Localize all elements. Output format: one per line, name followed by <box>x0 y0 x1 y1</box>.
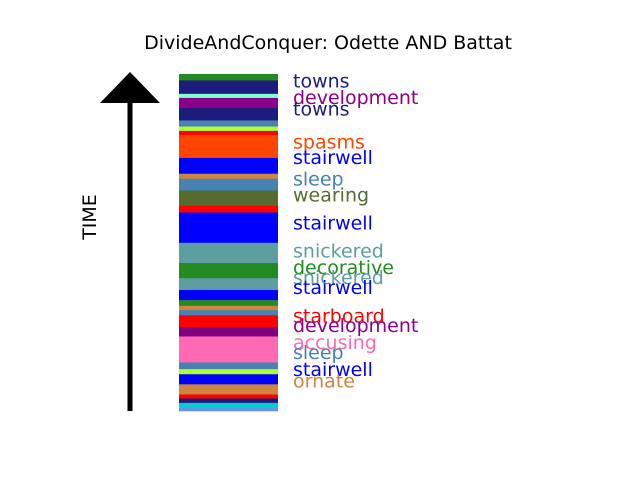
event-label: towns <box>293 99 350 121</box>
timeline-segment <box>179 406 278 412</box>
event-label: snickered <box>293 267 384 289</box>
timeline-segment <box>179 97 278 108</box>
timeline-segment <box>179 205 278 213</box>
timeline-segment <box>179 352 278 363</box>
time-axis <box>100 72 160 411</box>
timeline-segment <box>179 378 278 385</box>
timeline-bar <box>179 74 278 412</box>
event-label: accusing <box>293 332 377 354</box>
timeline-segment <box>179 80 278 94</box>
timeline-segment <box>179 305 278 311</box>
timeline-segment <box>179 289 278 301</box>
timeline-segment <box>179 212 278 243</box>
timeline-segment <box>179 398 278 403</box>
event-label: stairwell <box>293 277 373 299</box>
timeline-segment <box>179 309 278 316</box>
chart-title: DivideAndConquer: Odette AND Battat <box>144 32 512 54</box>
timeline-segment <box>179 262 278 279</box>
timeline-segment <box>179 362 278 370</box>
y-axis-label: TIME <box>79 194 101 241</box>
timeline-segment <box>179 321 278 328</box>
timeline-segment <box>179 368 278 375</box>
timeline-segment <box>179 190 278 206</box>
timeline-segment <box>179 326 278 337</box>
event-label: development <box>293 315 418 337</box>
timeline-segment <box>179 74 278 81</box>
event-label: decorative <box>293 257 394 279</box>
event-label: ornate <box>293 371 355 393</box>
timeline-segment <box>179 389 278 395</box>
timeline-segment <box>179 336 278 353</box>
event-label: starboard <box>293 306 385 328</box>
event-label: stairwell <box>293 359 373 381</box>
timeline-segment <box>179 373 278 379</box>
timeline-segment <box>179 120 278 127</box>
timeline-segment <box>179 299 278 306</box>
timeline-segment <box>179 277 278 290</box>
timeline-segment <box>179 130 278 135</box>
timeline-segment <box>179 178 278 191</box>
timeline-segment <box>179 394 278 399</box>
time-axis-arrowhead <box>100 72 160 103</box>
event-label: towns <box>293 70 350 92</box>
event-label: sleep <box>293 342 344 364</box>
event-label: development <box>293 87 418 109</box>
event-label: stairwell <box>293 147 373 169</box>
event-label: wearing <box>293 185 369 207</box>
event-label: snickered <box>293 240 384 262</box>
event-label: sleep <box>293 168 344 190</box>
timeline-segment <box>179 134 278 158</box>
timeline-segment <box>179 314 278 322</box>
timeline-segment <box>179 402 278 408</box>
event-labels: townsdevelopmenttownsspasmsstairwellslee… <box>293 70 418 392</box>
timeline-segment <box>179 242 278 264</box>
timeline-segment <box>179 126 278 131</box>
event-label: spasms <box>293 131 365 153</box>
timeline-segment <box>179 384 278 391</box>
timeline-segment <box>179 173 278 179</box>
event-label: stairwell <box>293 212 373 234</box>
timeline-segment <box>179 93 278 98</box>
timeline-segment <box>179 107 278 121</box>
timeline-segment <box>179 157 278 174</box>
